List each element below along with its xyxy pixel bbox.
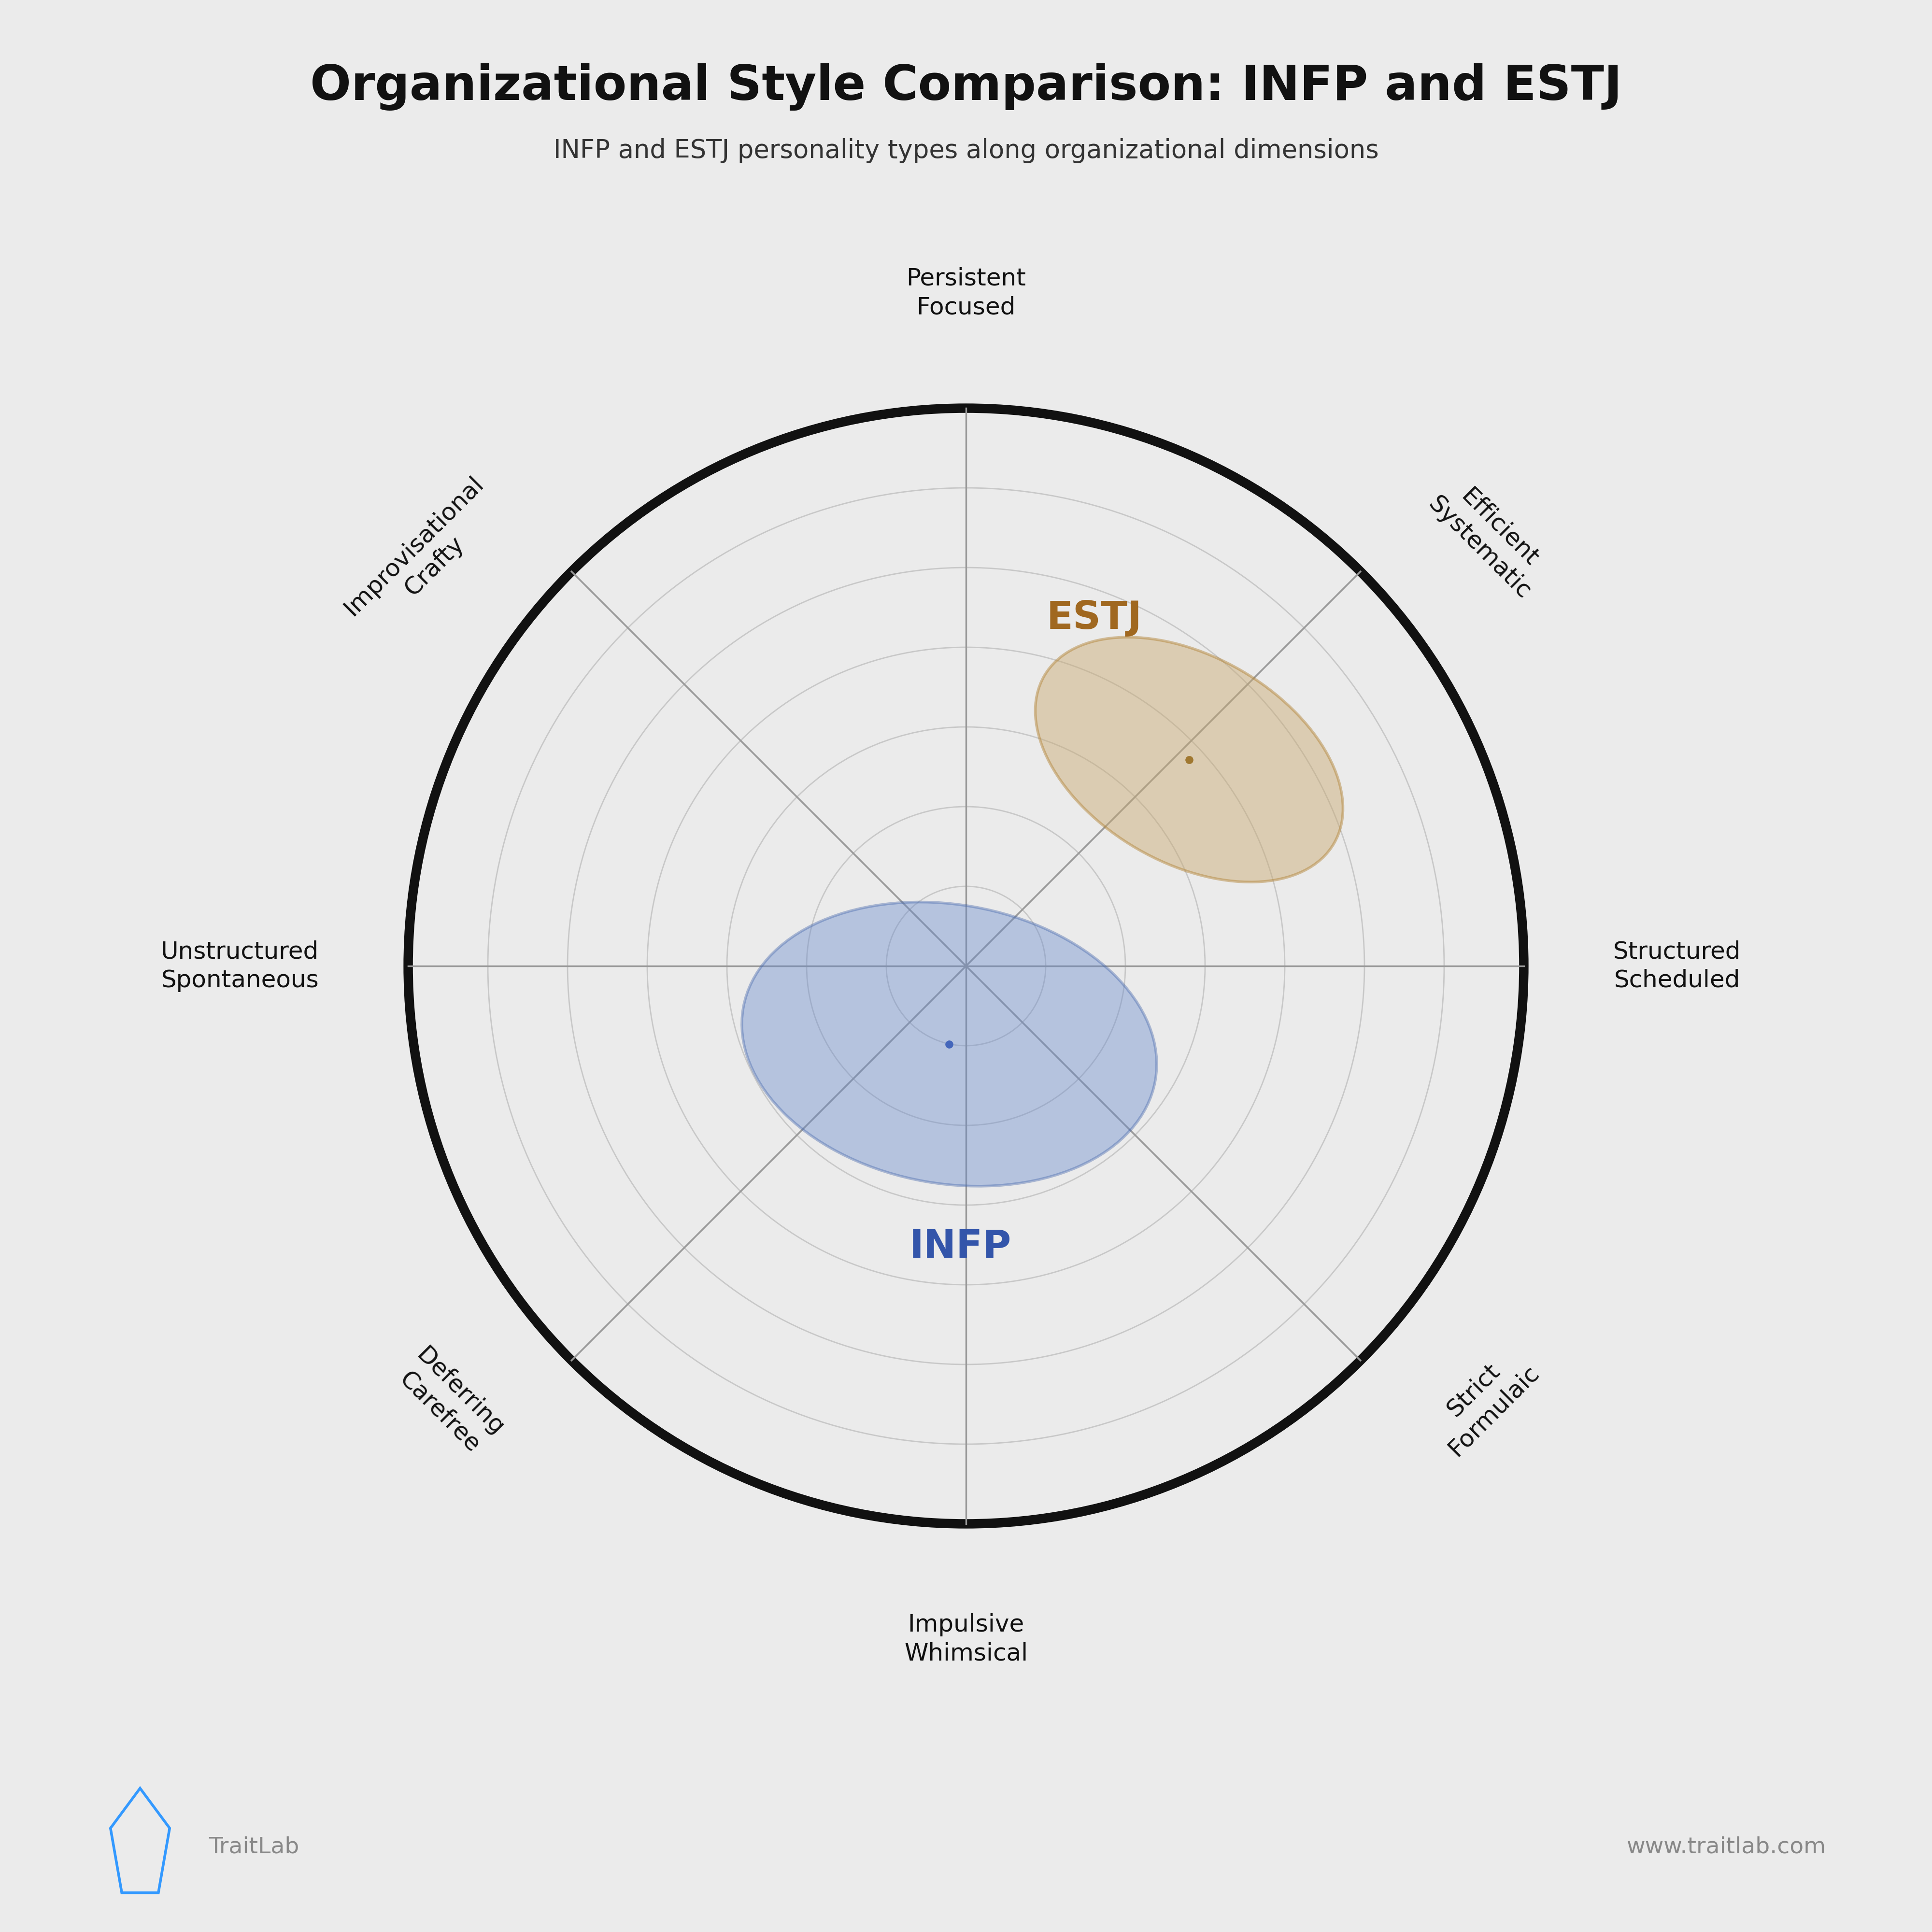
Text: Structured
Scheduled: Structured Scheduled xyxy=(1613,941,1741,991)
Text: TraitLab: TraitLab xyxy=(209,1835,299,1859)
Text: Improvisational
Crafty: Improvisational Crafty xyxy=(340,471,508,639)
Text: www.traitlab.com: www.traitlab.com xyxy=(1627,1835,1826,1859)
Text: Strict
Formulaic: Strict Formulaic xyxy=(1424,1341,1544,1461)
Text: Deferring
Carefree: Deferring Carefree xyxy=(392,1343,508,1461)
Text: Persistent
Focused: Persistent Focused xyxy=(906,267,1026,319)
Ellipse shape xyxy=(742,902,1157,1186)
Text: Organizational Style Comparison: INFP and ESTJ: Organizational Style Comparison: INFP an… xyxy=(309,64,1623,110)
Point xyxy=(1173,744,1204,775)
Text: Impulsive
Whimsical: Impulsive Whimsical xyxy=(904,1613,1028,1665)
Text: Efficient
Systematic: Efficient Systematic xyxy=(1424,471,1555,603)
Text: INFP: INFP xyxy=(910,1229,1012,1265)
Text: ESTJ: ESTJ xyxy=(1047,599,1142,638)
Text: Unstructured
Spontaneous: Unstructured Spontaneous xyxy=(160,941,319,991)
Text: INFP and ESTJ personality types along organizational dimensions: INFP and ESTJ personality types along or… xyxy=(553,139,1379,164)
Point xyxy=(933,1028,964,1059)
Ellipse shape xyxy=(1036,638,1343,883)
